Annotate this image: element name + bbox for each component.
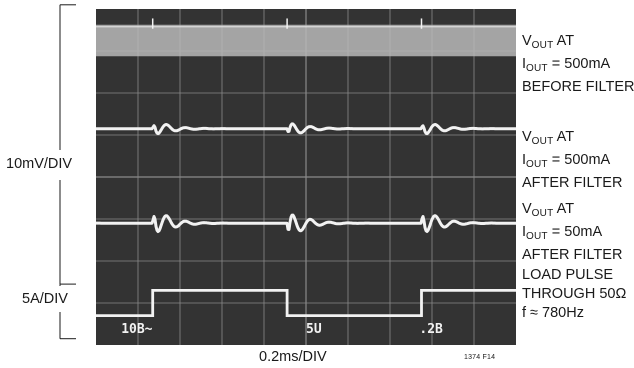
trace-label-subscript: OUT [526, 63, 548, 74]
trace-load-pulse [96, 288, 516, 318]
trace-label-subscript: OUT [526, 231, 548, 242]
trace-after-filter-500ma [95, 122, 517, 136]
trace-label-line: THROUGH 50Ω [522, 286, 627, 302]
upper-scale-label: 10mV/DIV [6, 156, 73, 172]
screen-readout: 10B~ [121, 322, 152, 337]
trace-label-line: IOUT = 50mA [522, 224, 603, 242]
trace-label-subscript: OUT [531, 40, 554, 51]
screen-readout: 5U [306, 322, 322, 337]
trace-label-line: VOUT AT [522, 129, 575, 147]
x-axis-label: 0.2ms/DIV [259, 349, 327, 365]
trace-label-line: f ≈ 780Hz [522, 305, 584, 321]
lower-scale-label: 5A/DIV [22, 291, 68, 307]
trace-label: VOUT AT IOUT = 500mA BEFORE FILTER [522, 32, 634, 97]
trace-label-subscript: OUT [531, 208, 554, 219]
trace-label: VOUT AT IOUT = 500mA AFTER FILTER [522, 128, 622, 193]
trace-label: LOAD PULSE THROUGH 50Ω f ≈ 780Hz [522, 266, 626, 323]
trace-label-subscript: OUT [526, 159, 548, 170]
trace-label-line: VOUT AT [522, 33, 575, 51]
trace-label-line: BEFORE FILTER [522, 79, 634, 95]
screen-readout: .2B [419, 322, 443, 337]
trace-before-filter-band [96, 24, 516, 57]
trace-label-line: IOUT = 500mA [522, 152, 611, 170]
trace-label-line: VOUT AT [522, 201, 575, 219]
trace-after-filter-50ma [95, 213, 517, 233]
trace-label: VOUT AT IOUT = 50mA AFTER FILTER [522, 200, 622, 265]
trace-label-line: IOUT = 500mA [522, 56, 611, 74]
trace-label-subscript: OUT [531, 136, 554, 147]
trace-label-line: LOAD PULSE [522, 267, 614, 283]
trace-label-line: AFTER FILTER [522, 175, 623, 191]
trace-label-line: AFTER FILTER [522, 247, 623, 263]
figure-id: 1374 F14 [464, 354, 496, 361]
